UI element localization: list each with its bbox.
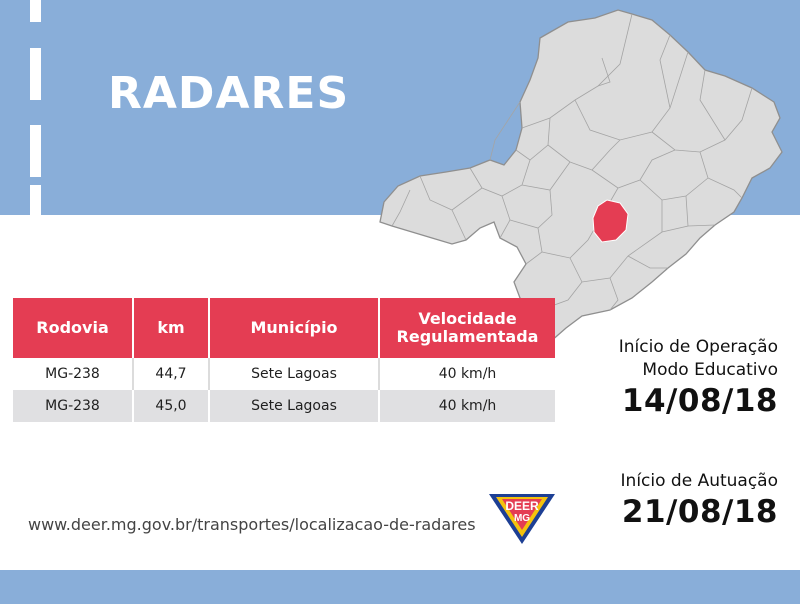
state-outline <box>379 9 783 343</box>
enforcement-start-block: Início de Autuação 21/08/18 <box>621 470 778 531</box>
operation-label-line2: Modo Educativo <box>642 360 778 380</box>
enforcement-label: Início de Autuação <box>620 471 778 491</box>
cell-velocidade: 40 km/h <box>379 390 555 422</box>
deer-mg-logo: DEER MG <box>488 493 556 545</box>
enforcement-date: 21/08/18 <box>621 494 778 530</box>
road-marking <box>30 125 41 177</box>
cell-km: 45,0 <box>133 390 210 422</box>
road-marking <box>30 185 41 215</box>
municipality-borders <box>391 13 753 313</box>
radar-table: Rodovia km Município Velocidade Regulamen… <box>13 298 555 422</box>
cell-municipio: Sete Lagoas <box>209 390 380 422</box>
cell-rodovia: MG-238 <box>13 390 134 422</box>
table-header-row: Rodovia km Município Velocidade Regulamen… <box>13 298 555 358</box>
highlighted-municipality-sete-lagoas <box>592 199 629 243</box>
header-municipio: Município <box>209 298 380 358</box>
cell-km: 44,7 <box>133 358 210 390</box>
road-marking <box>30 0 41 22</box>
table-row: MG-238 44,7 Sete Lagoas 40 km/h <box>13 358 555 390</box>
operation-label-line1: Início de Operação <box>618 337 778 357</box>
header-velocidade-line2: Regulamentada <box>396 327 539 346</box>
source-url: www.deer.mg.gov.br/transportes/localizac… <box>28 515 476 534</box>
cell-municipio: Sete Lagoas <box>209 358 380 390</box>
logo-text-deer: DEER <box>505 499 539 513</box>
page-title: RADARES <box>108 68 350 119</box>
footer-band <box>0 570 800 604</box>
logo-core-triangle <box>502 499 542 530</box>
road-marking <box>30 48 41 100</box>
operation-date: 14/08/18 <box>621 383 778 419</box>
logo-text-mg: MG <box>514 513 530 524</box>
deer-mg-logo-icon: DEER MG <box>489 494 555 544</box>
header-velocidade: Velocidade Regulamentada <box>379 298 555 358</box>
cell-velocidade: 40 km/h <box>379 358 555 390</box>
cell-rodovia: MG-238 <box>13 358 134 390</box>
minas-gerais-map <box>379 9 783 343</box>
operation-start-block: Início de Operação Modo Educativo 14/08/… <box>619 336 778 420</box>
table-row: MG-238 45,0 Sete Lagoas 40 km/h <box>13 390 555 422</box>
header-velocidade-line1: Velocidade <box>418 309 517 329</box>
header-rodovia: Rodovia <box>13 298 134 358</box>
state-map <box>370 0 800 350</box>
header-km: km <box>133 298 210 358</box>
